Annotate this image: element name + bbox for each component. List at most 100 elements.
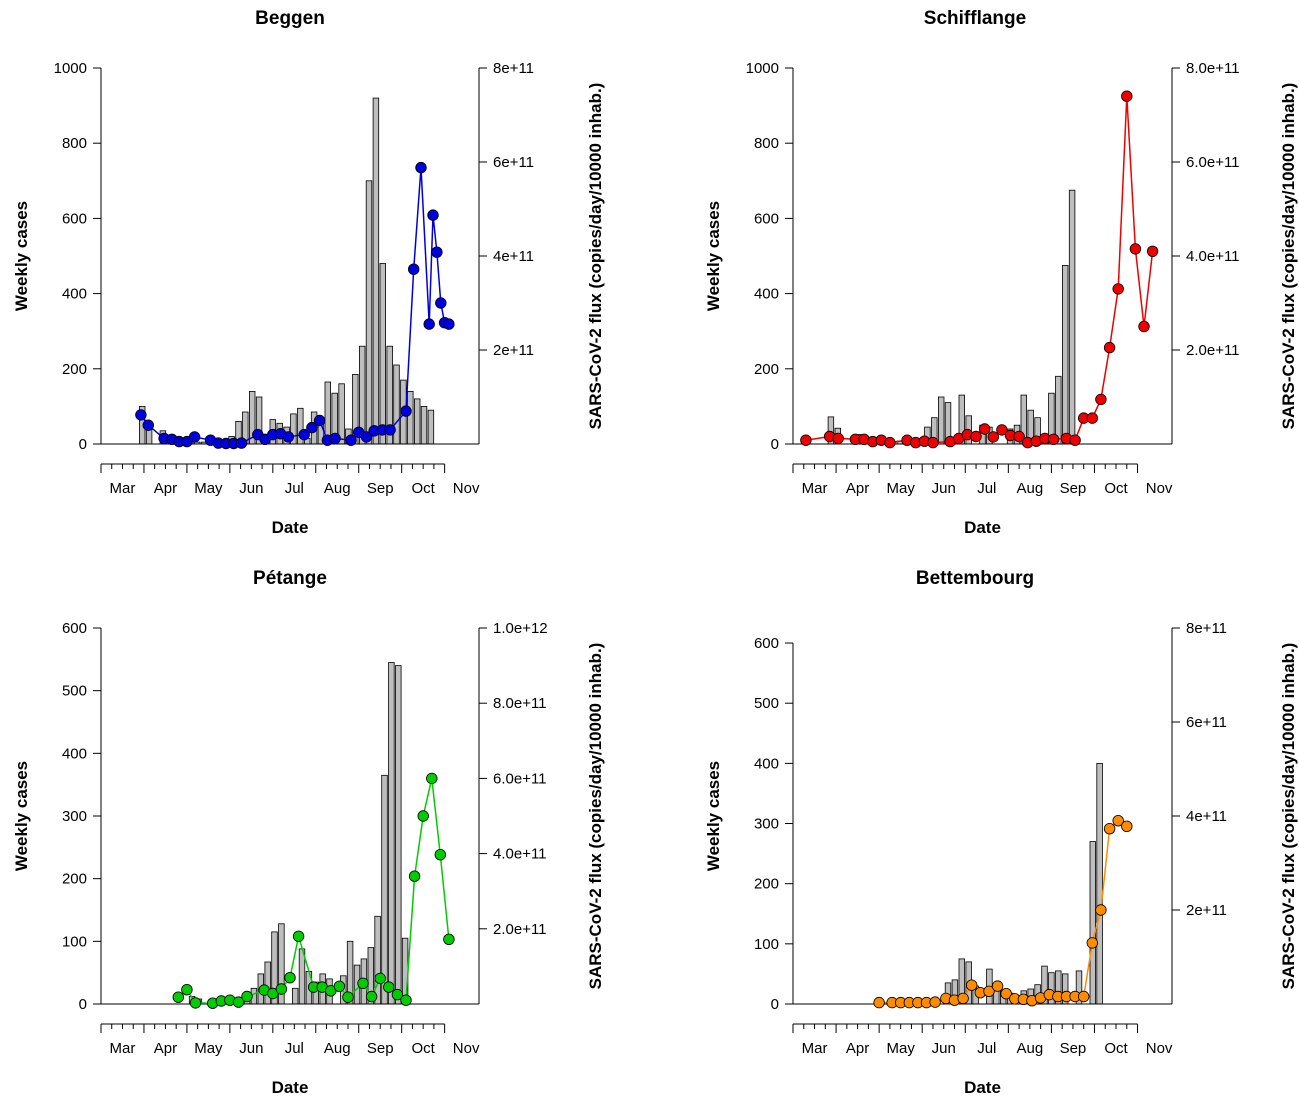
chart-panel-2: Schifflange 0 200 400 600 800 1000 Weekly cases… <box>704 8 1298 537</box>
flux-data-point <box>357 977 369 990</box>
left-axis-tick-label: 600 <box>62 620 87 637</box>
flux-data-point <box>181 984 193 996</box>
right-axis-tick-label: 6e+11 <box>493 154 534 171</box>
flux-data-point <box>135 409 147 421</box>
flux-data-point <box>235 437 248 449</box>
flux-data-point <box>408 263 420 275</box>
left-axis-tick-label: 1000 <box>746 60 779 77</box>
right-axis-tick-label: 4e+11 <box>1186 808 1227 825</box>
weekly-cases-bar <box>374 915 381 1005</box>
chart-panel-4: Bettembourg 0 100 200 300 400 500 600 Weekly cas… <box>704 568 1298 1097</box>
weekly-cases-bar <box>938 396 945 445</box>
flux-data-point <box>434 849 447 861</box>
left-axis-tick-label: 100 <box>62 933 87 950</box>
flux-data-point <box>284 972 296 984</box>
flux-data-point <box>241 990 253 1003</box>
right-axis-tick-label: 2.0e+11 <box>493 921 547 938</box>
x-axis-tick-label: Jun <box>932 480 956 497</box>
flux-data-point <box>991 980 1004 992</box>
flux-data-point <box>1103 823 1116 835</box>
right-axis-tick-label: 8.0e+11 <box>493 695 547 712</box>
x-axis-tick-label: May <box>194 1040 223 1057</box>
left-axis-tick-label: 400 <box>754 755 779 772</box>
flux-data-point <box>1086 937 1099 949</box>
left-axis-tick-label: 300 <box>754 816 779 833</box>
right-axis-tick-label: 6e+11 <box>1186 714 1227 731</box>
flux-data-point <box>1112 815 1124 827</box>
right-axis-tick-label: 1.0e+12 <box>493 620 548 637</box>
left-axis-tick-label: 1000 <box>54 60 87 77</box>
left-axis-tick-label: 400 <box>62 745 87 762</box>
weekly-cases-bar <box>372 97 380 445</box>
flux-data-point <box>417 810 429 822</box>
flux-data-point <box>1138 320 1150 333</box>
y-axis-label: Weekly cases <box>704 201 723 311</box>
x-axis-tick-label: Nov <box>453 480 480 497</box>
flux-data-point <box>188 431 201 443</box>
left-axis-tick-label: 600 <box>62 210 87 227</box>
right-axis-tick-label: 8e+11 <box>1186 620 1227 637</box>
x-axis-tick-label: Oct <box>411 480 435 497</box>
weekly-cases-bar <box>1068 189 1076 445</box>
chart-panel-3: Pétange 0 100 200 300 400 500 600 Weekly cases 2.… <box>12 568 605 1097</box>
weekly-cases-bar <box>427 409 435 445</box>
flux-data-point <box>426 772 438 785</box>
x-axis-tick-label: Aug <box>324 1040 351 1057</box>
x-axis-tick-label: May <box>886 480 915 497</box>
flux-data-point <box>1086 412 1099 424</box>
x-axis-label: Date <box>964 518 1001 537</box>
weekly-cases-bar <box>1096 763 1103 1005</box>
left-axis-tick-label: 600 <box>754 635 779 652</box>
flux-data-point <box>1121 820 1133 833</box>
flux-data-point <box>1013 430 1025 443</box>
flux-data-point <box>1103 341 1116 354</box>
left-axis-tick-label: 200 <box>62 871 87 888</box>
flux-data-point <box>1121 90 1133 102</box>
flux-data-point <box>1112 283 1124 295</box>
x-axis-tick-label: Nov <box>453 1040 480 1057</box>
chart-title: Pétange <box>253 568 327 589</box>
x-axis-tick-label: Jul <box>285 1040 304 1057</box>
left-axis-tick-label: 0 <box>79 996 87 1013</box>
x-axis-tick-label: Aug <box>1017 1040 1044 1057</box>
y2-axis-label: SARS-CoV-2 flux (copies/day/10000 inhab.… <box>586 643 605 990</box>
x-axis-label: Date <box>272 1078 309 1097</box>
left-axis-tick-label: 0 <box>771 996 779 1013</box>
x-axis-tick-label: Apr <box>846 480 869 497</box>
left-axis-tick-label: 500 <box>754 695 779 712</box>
flux-data-point <box>1146 245 1159 258</box>
left-axis-tick-label: 400 <box>754 286 779 303</box>
y2-axis-label: SARS-CoV-2 flux (copies/day/10000 inhab.… <box>1279 83 1298 430</box>
x-axis-tick-label: Aug <box>324 480 351 497</box>
x-axis-tick-label: Mar <box>802 1040 828 1057</box>
y2-axis-label: SARS-CoV-2 flux (copies/day/10000 inhab.… <box>586 83 605 430</box>
flux-data-point <box>979 423 991 435</box>
x-axis-tick-label: Oct <box>1104 480 1128 497</box>
flux-data-point <box>1095 904 1107 916</box>
weekly-cases-bar <box>379 263 386 445</box>
flux-data-point <box>142 419 155 431</box>
weekly-cases-bar <box>395 665 402 1005</box>
left-axis-tick-label: 0 <box>771 436 779 453</box>
x-axis-tick-label: May <box>886 1040 915 1057</box>
chart-title: Bettembourg <box>916 568 1034 589</box>
right-axis-tick-label: 2e+11 <box>1186 902 1227 919</box>
flux-data-point <box>189 997 202 1009</box>
flux-data-point <box>282 431 295 443</box>
flux-data-point <box>298 428 310 441</box>
left-axis-tick-label: 600 <box>754 210 779 227</box>
right-axis-tick-label: 6.0e+11 <box>1186 154 1240 171</box>
right-axis-tick-label: 8e+11 <box>493 60 534 77</box>
flux-data-point <box>400 994 412 1006</box>
flux-data-point <box>957 992 969 1005</box>
flux-data-point <box>427 209 439 221</box>
x-axis-tick-label: Aug <box>1017 480 1044 497</box>
flux-data-point <box>966 979 978 991</box>
flux-data-point <box>360 431 373 443</box>
right-axis-tick-label: 8.0e+11 <box>1186 60 1240 77</box>
flux-data-point <box>292 930 305 943</box>
x-axis-tick-label: Nov <box>1146 480 1173 497</box>
flux-data-point <box>306 421 318 434</box>
x-axis-label: Date <box>272 518 309 537</box>
weekly-cases-bar <box>365 180 373 445</box>
